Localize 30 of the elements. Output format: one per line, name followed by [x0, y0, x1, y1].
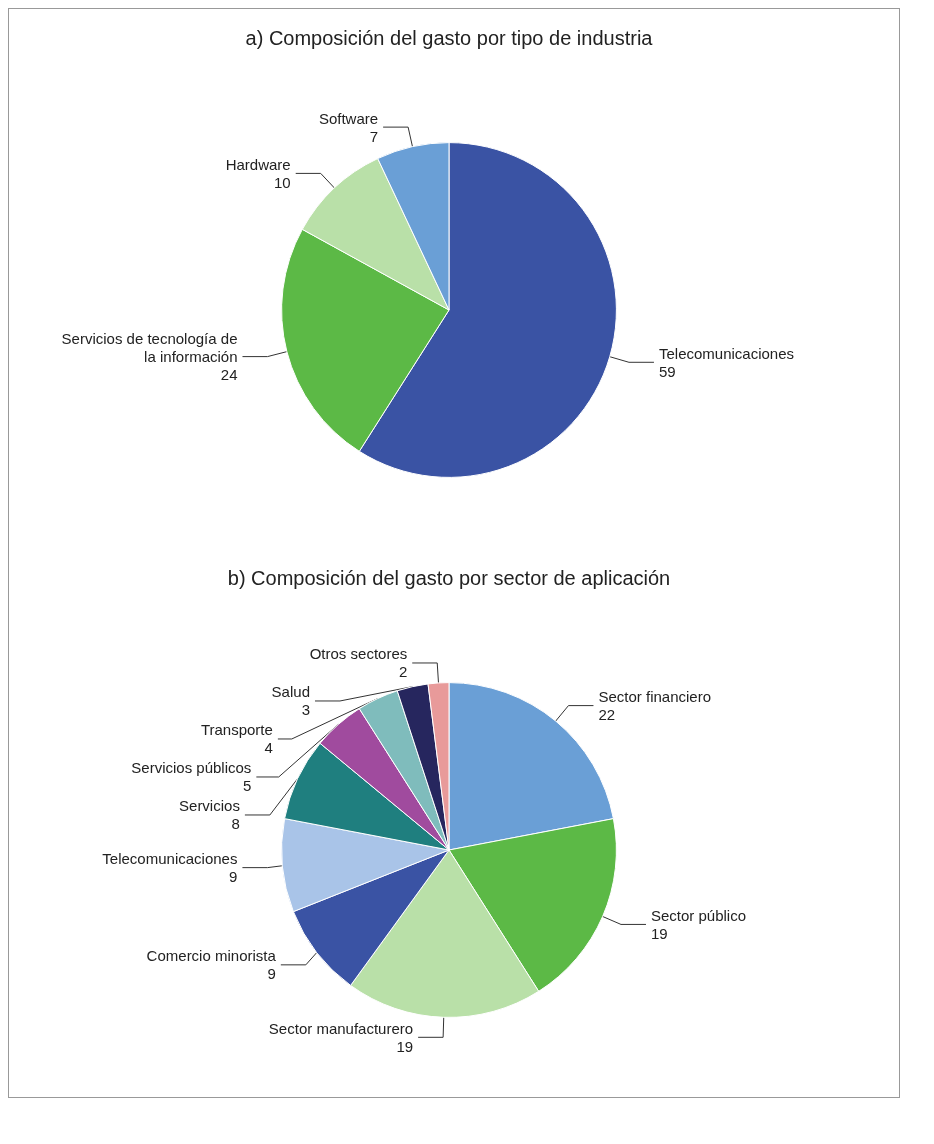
slice-label: Sector público: [650, 906, 747, 924]
data-label: 24: [220, 366, 238, 384]
data-label: 9: [267, 965, 276, 983]
data-label: 2: [398, 663, 408, 681]
slice-label: Servicios: [179, 797, 240, 815]
slice-label: Software: [318, 109, 379, 127]
data-label: 3: [301, 701, 310, 719]
data-label: 5: [243, 777, 252, 795]
slice-label: Telecomunicaciones: [102, 850, 238, 868]
data-label: 8: [231, 815, 240, 833]
slice-label: Telecomunicaciones: [658, 344, 795, 362]
chart-title: a) Composición del gasto por tipo de industria: [245, 27, 654, 49]
slice-label: Otros sectores: [309, 645, 408, 663]
slice-label: Sector manufacturero: [268, 1019, 414, 1037]
data-label: 7: [369, 127, 379, 145]
slice-label: Comercio minorista: [146, 947, 277, 965]
data-label: 4: [264, 739, 273, 757]
slice-label: Transporte: [200, 721, 273, 739]
slice-label: Hardware: [225, 155, 291, 173]
slice-label: Servicios públicos: [131, 759, 252, 777]
data-label: 19: [650, 924, 668, 942]
data-label: 22: [598, 706, 616, 724]
slice-label: Servicios de tecnología de la información: [61, 330, 238, 366]
data-label: 19: [396, 1037, 414, 1055]
slice-label: Salud: [271, 683, 310, 701]
data-label: 9: [229, 868, 238, 886]
data-label: 10: [274, 173, 291, 191]
chart-title: b) Composición del gasto por sector de aplicación: [227, 567, 671, 589]
slice-label: Sector financiero: [598, 688, 712, 706]
data-label: 59: [658, 362, 676, 380]
